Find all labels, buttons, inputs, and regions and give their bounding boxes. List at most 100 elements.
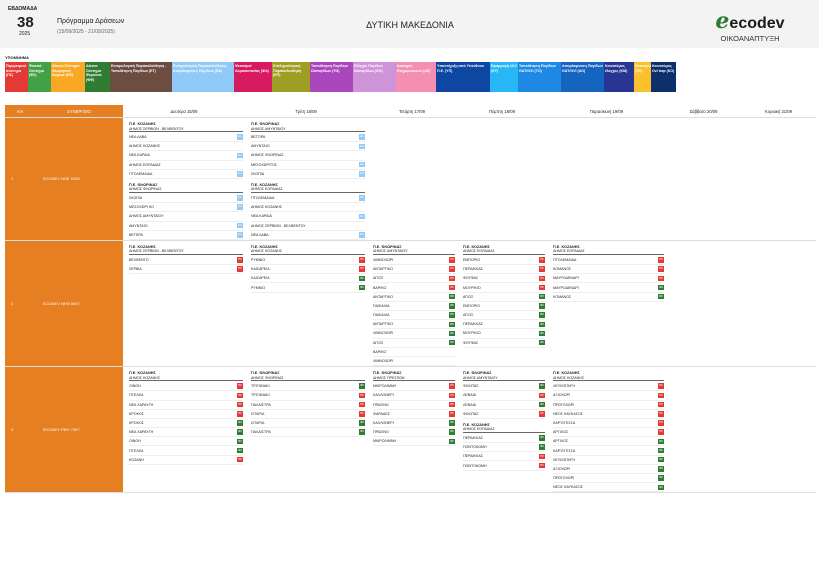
day-cell (666, 117, 741, 241)
legend-item: Απομάκρυνση Παγίδων GAT/OVI (ΑΟ) (561, 62, 604, 92)
day-cell: Π.Ε. ΚΟΖΑΝΗΣ ΔΗΜΟΣ ΚΟΖΑΝΗΣ ΡΥΜΝΙΟ ΠΣ ΚΑΙΣΑΡΕ… (245, 240, 367, 368)
activity-badge: ΠΣ (359, 392, 365, 399)
location-name: ΑΝΤΑΡΤΙΚΟ (373, 267, 393, 272)
location-row: ΝΕΟΣ ΚΑΥΚΑΣΟΣ ΠΣ (553, 410, 664, 419)
activity-badge: ΠΣ (539, 453, 545, 460)
day-cell (666, 240, 741, 368)
location-name: ΜΕΣΟΧΩΡΙ ΚΟ (129, 205, 154, 210)
location-name: ΦΙΛΩΤΑΣ (463, 384, 479, 389)
location-row: ΒΑΡΙΚΟ (373, 348, 455, 357)
activity-badge: ΕΑ (359, 134, 365, 140)
activity-badge: ΦΣ (658, 456, 664, 463)
location-row: ΑΞΙΟΧΩΡΙ ΠΣ (553, 391, 664, 401)
col-header-day: Τρίτη 16/09 (245, 105, 367, 118)
activity-badge: ΠΣ (539, 275, 545, 282)
location-name: ΚΑΡΥΟΤΙΣΣΑ (553, 420, 576, 425)
location-row: ΠΕΡΔΙΚΚΑΣ ΠΣ (463, 265, 545, 275)
activity-badge: ΦΣ (359, 275, 365, 282)
activity-badge: ΠΣ (658, 401, 664, 408)
activity-badge: ΕΑ (359, 143, 365, 150)
activity-badge: ΦΣ (449, 312, 455, 318)
location-name: ΑΡΓΙΛΟΣ (553, 430, 569, 435)
location-row: ΜΑΥΡΟΔΕΝΔΡΙ ΠΣ (553, 274, 664, 284)
location-row: ΚΑΛΛΟΝΕΡΙ ΠΣ (373, 391, 455, 401)
location-row: ΠΤΟΛΕΜΑΙΔΑ ΠΣ (553, 256, 664, 266)
activity-badge: ΠΣ (449, 257, 455, 263)
location-row: ΑΡΓΙΛΟΣ ΠΣ (553, 428, 664, 438)
municipality-label: ΔΗΜΟΣ ΣΕΡΒΙΩΝ - ΒΕΛΒΕΝΤΟΥ (129, 249, 243, 255)
activity-badge: ΠΣ (449, 411, 455, 417)
location-name: ΝΕΟΣ ΚΑΥΚΑΣΟΣ (553, 485, 583, 490)
location-name: ΚΟΖΑΝΗ (129, 457, 144, 462)
activity-badge: ΠΣ (658, 383, 664, 389)
location-name: ΚΑΡΥΟΤΙΣΣΑ (553, 448, 576, 453)
location-row: ΜΟΥΡΙΚΙΟ ΦΣ (463, 329, 545, 339)
location-name: ΚΑΛΛΟΝΕΡΙ (373, 420, 394, 425)
activity-badge: ΦΣ (658, 475, 664, 481)
activity-badge: ΦΣ (237, 438, 243, 445)
location-name: ΦΙΛΩΤΑΣ (463, 411, 479, 416)
activity-badge: ΕΑ (237, 222, 243, 229)
location-row: ΒΕΤΕΡΑ ΕΑ (129, 231, 243, 240)
day-cell (666, 366, 741, 494)
location-name: ΕΜΠΟΡΙΟ (463, 303, 480, 308)
activity-badge: ΦΣ (449, 303, 455, 309)
day-cell: Π.Ε. ΦΛΩΡΙΝΑΣ ΔΗΜΟΣ ΑΜΥΝΤΑΙΟΥ ΛΙΜΝΟΧΩΡΙ ΠΣ Α… (367, 240, 457, 368)
logo-subtitle: ΟΙΚΟΑΝΑΠΤΥΞΗ (720, 34, 780, 43)
activity-badge: ΦΣ (449, 321, 455, 328)
location-row: ΠΤΟΛΕΜΑΙΔΑ ΕΑ (251, 194, 365, 204)
location-row: ΚΟΖΑΝΗ ΠΣ (129, 456, 243, 465)
row-number-text: 1 (11, 176, 14, 182)
location-row: ΚΡΟΚΟΣ ΠΣ (129, 410, 243, 419)
location-row: ΚΑΡΥΟΤΙΣΣΑ ΠΣ (553, 419, 664, 429)
col-header-team: ΣΥΝΕΡΓΕΙΟ (35, 105, 123, 118)
activity-badge: ΦΣ (539, 303, 545, 309)
location-row: ΦΟΥΦΑΣ ΦΣ (463, 339, 545, 348)
activity-badge: ΦΣ (449, 293, 455, 300)
location-name: ΝΕΑ ΛΑΒΑ (251, 232, 269, 237)
location-name: ΒΑΡΙΚΟ (373, 349, 387, 354)
location-row: ΑΓΙΟΣ ΦΣ (463, 311, 545, 321)
location-name: ΚΟΜΑΝΟΣ (553, 267, 572, 272)
activity-badge: ΠΣ (237, 401, 243, 408)
location-name: ΛΕΒΑΙΑ (463, 402, 476, 407)
legend-item: Δίκτυα Σύστημα Θεωρητική Χώρων (ΘΧ) (51, 62, 85, 92)
logo-text: ecodev (729, 15, 785, 32)
location-name: ΚΑΛΛΟΝΕΡΙ (373, 393, 394, 398)
location-row: ΛΙΜΝΟΧΩΡΙ ΠΣ (373, 256, 455, 266)
col-header-day: Παρασκευή 19/09 (547, 105, 666, 118)
activity-badge: ΠΣ (539, 462, 545, 469)
location-name: ΚΑΙΣΑΡΕΙΑ (251, 267, 270, 272)
location-row: ΝΕΑ ΧΑΡΑΥΓΗ ΠΣ (129, 401, 243, 410)
location-row: ΑΝΤΑΡΤΙΚΟ ΦΣ (373, 293, 455, 302)
location-row: ΔΗΜΟΣ ΚΟΖΑΝΗΣ (129, 142, 243, 152)
municipality-label: ΔΗΜΟΣ ΦΛΩΡΙΝΑΣ (251, 376, 365, 382)
activity-badge: ΠΣ (237, 456, 243, 463)
activity-badge: ΠΣ (449, 275, 455, 282)
municipality-label: ΔΗΜΟΣ ΑΜΥΝΤΑΙΟΥ (463, 376, 545, 382)
location-name: ΠΕΡΔΙΚΚΑΣ (463, 322, 483, 327)
municipality-label: ΔΗΜΟΣ ΕΟΡΔΑΙΑΣ (463, 427, 545, 433)
activity-badge: ΠΣ (449, 284, 455, 291)
location-row: ΠΡΩΤΟΧΩΡΙ ΦΣ (553, 474, 664, 484)
location-name: ΤΡΙΓΩΝΑΚΙ (251, 393, 270, 398)
day-cell: Π.Ε. ΦΛΩΡΙΝΑΣ ΔΗΜΟΣ ΠΡΕΣΠΩΝ ΜΙΚΡΟΛΙΜΝΗ ΠΣ ΚΑ… (367, 366, 457, 494)
location-row: ΠΑΛΑΙΣΤΡΑ ΠΣ (251, 401, 365, 410)
location-name: ΜΟΥΡΙΚΙΟ (463, 331, 481, 336)
location-name: ΠΑΙΚΑΛΙΑ (373, 313, 390, 318)
location-row: ΚΡΟΚΟΣ ΦΣ (129, 419, 243, 429)
location-name: ΠΑΙΚΑΛΙΑ (373, 303, 390, 308)
activity-badge: ΦΣ (539, 312, 545, 318)
location-name: ΕΜΠΟΡΙΟ (463, 257, 480, 262)
location-name: ΑΝΤΑΡΤΙΚΟ (373, 294, 393, 299)
location-row: ΠΑΙΚΑΛΙΑ ΦΣ (373, 311, 455, 321)
legend-item: Εντομολογική Παρακολούθηση - Τοποθέτηση … (110, 62, 172, 92)
location-name: ΣΚΟΠΙΑ (129, 196, 143, 201)
location-row: ΡΥΜΝΙΟ ΦΣ (251, 283, 365, 293)
location-row: ΒΕΤΟΡΑ ΕΑ (251, 133, 365, 143)
row-number: 1 (5, 117, 35, 241)
prefecture-label: Π.Ε. ΚΟΖΑΝΗΣ (463, 244, 490, 249)
activity-badge: ΠΣ (449, 392, 455, 399)
col-header-day: Πέμπτη 18/09 (457, 105, 547, 118)
location-row: ΚΑΡΥΟΤΙΣΣΑ ΦΣ (553, 446, 664, 456)
